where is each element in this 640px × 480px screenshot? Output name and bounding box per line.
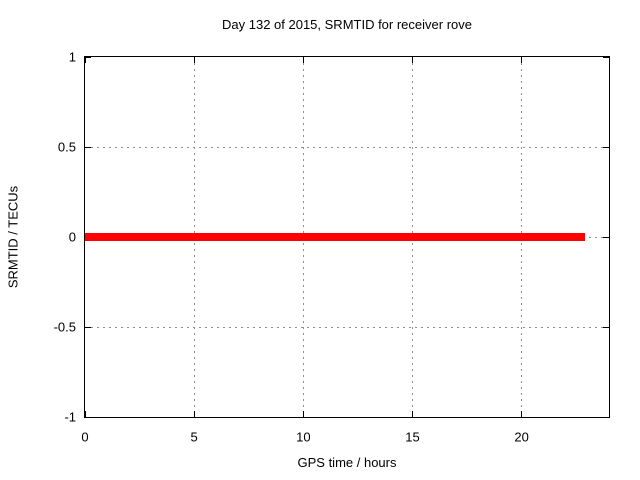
y-tick-mark	[85, 416, 91, 418]
y-tick-label: 1	[68, 49, 76, 65]
x-tick-mark	[84, 57, 86, 63]
x-tick-mark	[302, 411, 304, 417]
y-tick-mark	[603, 326, 609, 328]
x-tick-label: 10	[296, 429, 311, 445]
y-tick-label: -0.5	[53, 319, 76, 335]
chart-title: Day 132 of 2015, SRMTID for receiver rov…	[222, 17, 472, 32]
x-tick-label: 0	[81, 429, 89, 445]
x-tick-label: 15	[405, 429, 420, 445]
x-tick-mark	[193, 57, 195, 63]
x-tick-mark	[302, 57, 304, 63]
y-axis-label: SRMTID / TECUs	[5, 185, 21, 289]
series-line-srmtid	[85, 233, 585, 241]
y-tick-label: 0.5	[57, 139, 76, 155]
y-tick-mark	[603, 416, 609, 418]
y-gridline	[85, 146, 609, 148]
x-tick-mark	[193, 411, 195, 417]
y-tick-mark	[603, 146, 609, 148]
plot-area	[84, 56, 610, 418]
y-tick-mark	[603, 56, 609, 58]
x-tick-mark	[521, 411, 523, 417]
y-gridline	[85, 326, 609, 328]
x-tick-label: 5	[190, 429, 198, 445]
x-tick-mark	[412, 411, 413, 417]
y-tick-mark	[85, 56, 91, 58]
y-tick-label: -1	[64, 409, 76, 425]
x-tick-label: 20	[514, 429, 529, 445]
x-tick-mark	[521, 57, 523, 63]
x-tick-mark	[84, 411, 86, 417]
y-tick-mark	[85, 326, 91, 328]
y-tick-mark	[603, 236, 609, 238]
x-tick-mark	[412, 57, 413, 63]
y-tick-mark	[85, 146, 91, 148]
x-axis-label: GPS time / hours	[297, 455, 397, 470]
